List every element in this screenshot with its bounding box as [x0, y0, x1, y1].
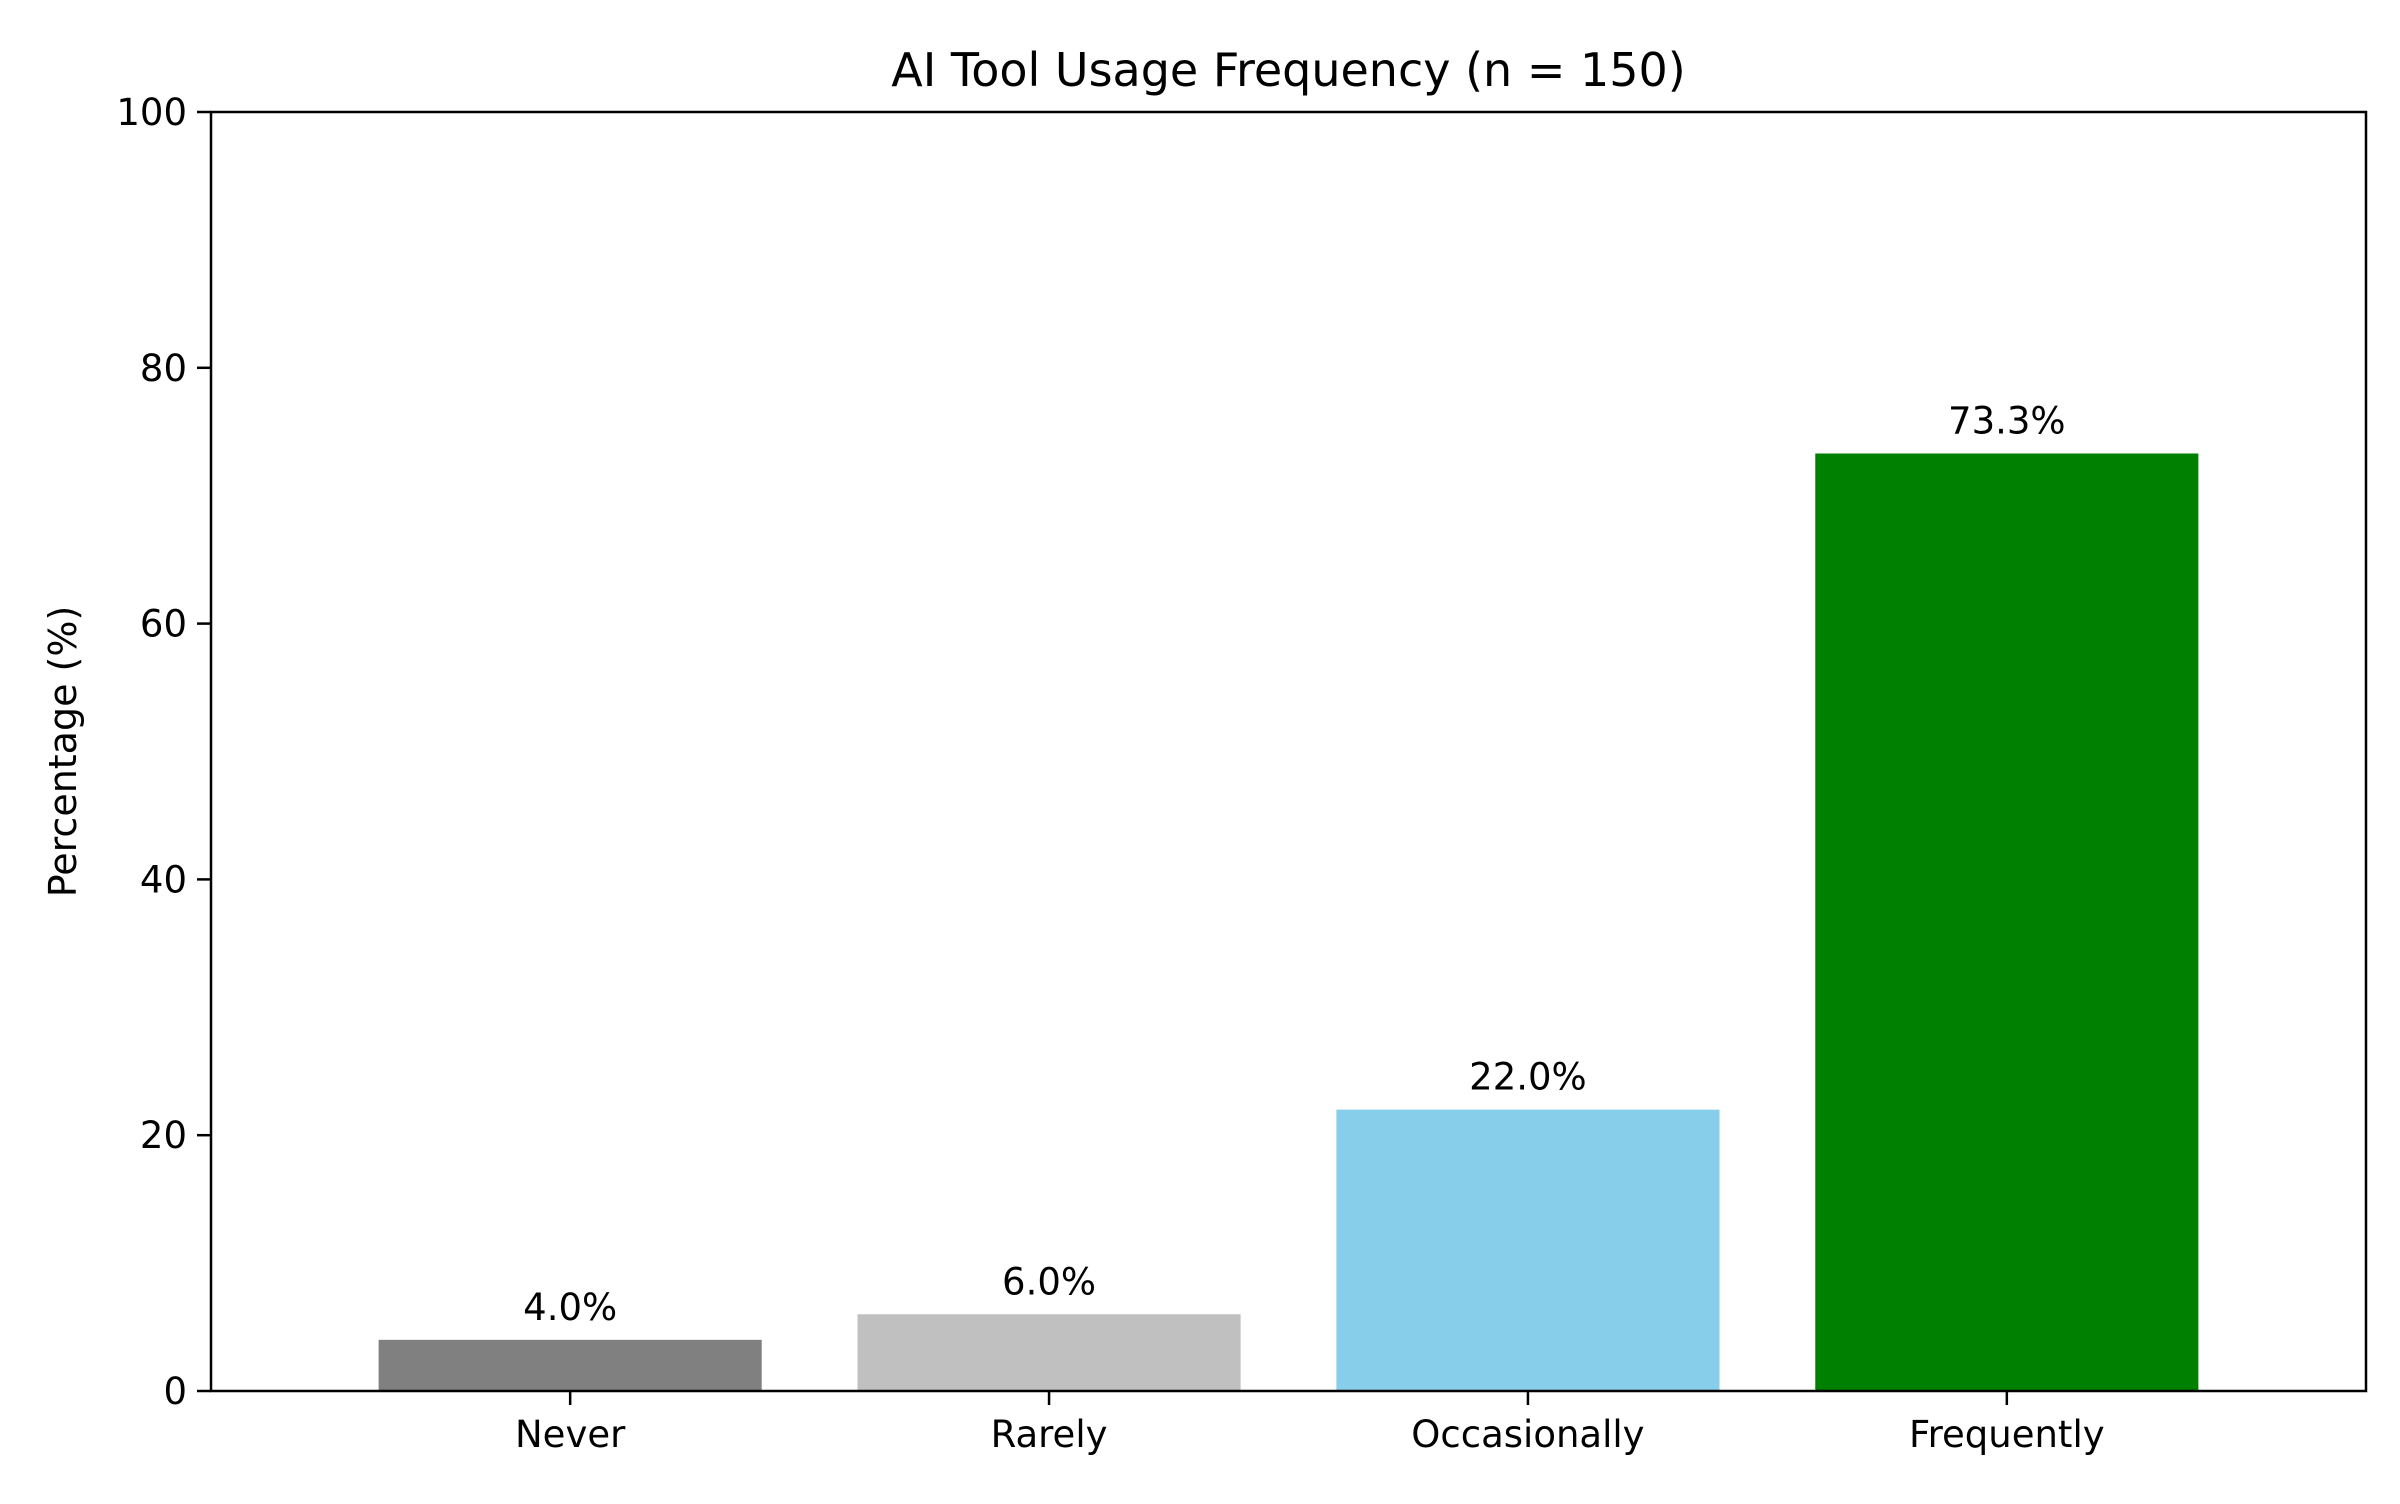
bar-frequently [1815, 453, 2199, 1391]
y-tick-label: 80 [140, 347, 187, 390]
labels-layer: 4.0% 6.0% 22.0% 73.3% [523, 399, 2065, 1328]
bar-occasionally [1336, 1109, 1720, 1391]
bar-value-label: 73.3% [1948, 399, 2066, 442]
plot-frame [209, 110, 2368, 1393]
bar-never [378, 1339, 762, 1391]
bars-layer [378, 453, 2199, 1391]
ticks-layer: 0 20 40 60 80 100 Never Rarely Occasionally Frequ… [116, 91, 2104, 1456]
y-tick-label: 40 [140, 858, 187, 901]
bar-value-label: 22.0% [1469, 1056, 1587, 1099]
x-tick-label: Rarely [991, 1413, 1108, 1456]
x-tick-label: Frequently [1909, 1413, 2105, 1456]
y-tick-label: 100 [116, 91, 187, 134]
y-tick-label: 0 [163, 1370, 187, 1413]
x-tick-label: Never [515, 1413, 626, 1456]
y-tick-label: 20 [140, 1114, 187, 1157]
y-axis-label: Percentage (%) [41, 606, 85, 898]
bar-rarely [857, 1314, 1241, 1391]
chart-title: AI Tool Usage Frequency (n = 150) [891, 43, 1685, 97]
bar-value-label: 6.0% [1002, 1260, 1096, 1303]
bar-value-label: 4.0% [523, 1286, 617, 1329]
y-tick-label: 60 [140, 603, 187, 646]
x-tick-label: Occasionally [1411, 1413, 1644, 1456]
